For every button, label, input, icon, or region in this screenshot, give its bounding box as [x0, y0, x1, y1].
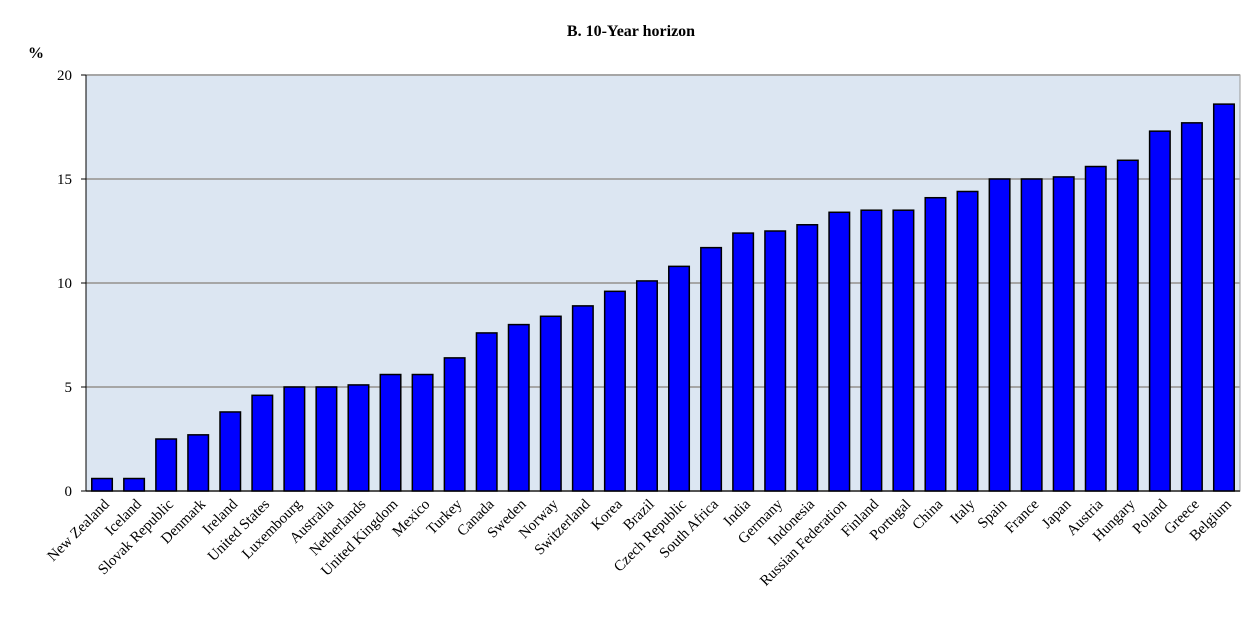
y-tick-label: 15 [57, 172, 72, 188]
bar [1212, 103, 1235, 492]
bar [507, 323, 530, 492]
bar [411, 373, 434, 492]
y-tick-label: 0 [65, 484, 73, 500]
bar [571, 305, 594, 492]
bar [315, 386, 338, 492]
bar [956, 190, 979, 492]
bar [1052, 176, 1075, 492]
bar [347, 384, 370, 492]
bar [1180, 122, 1203, 492]
bar [219, 411, 242, 492]
x-tick-label: China [910, 496, 947, 533]
bar [988, 178, 1011, 492]
bar [155, 438, 178, 492]
x-tick-label: Italy [948, 496, 979, 527]
bar [732, 232, 755, 492]
bar [603, 290, 626, 492]
bar [668, 265, 691, 492]
bar [1116, 159, 1139, 492]
bar [764, 230, 787, 492]
y-tick-label: 20 [57, 68, 72, 84]
bar [443, 357, 466, 492]
y-tick-label: 5 [65, 380, 73, 396]
x-tick-label: Korea [589, 496, 626, 533]
bar [860, 209, 883, 492]
bar [796, 224, 819, 492]
x-tick-label: New Zealand [45, 496, 114, 565]
bar [91, 477, 114, 492]
bar [539, 315, 562, 492]
bar [1084, 165, 1107, 492]
bar [1020, 178, 1043, 492]
y-axis-label: % [28, 45, 44, 62]
bar [635, 280, 658, 492]
bar [283, 386, 306, 492]
bar [123, 477, 146, 492]
bar [379, 373, 402, 492]
bar [828, 211, 851, 492]
bar [187, 434, 210, 492]
bar [700, 246, 723, 492]
y-tick-label: 10 [57, 276, 72, 292]
x-tick-label: France [1002, 496, 1042, 536]
bar [892, 209, 915, 492]
bar [1148, 130, 1171, 492]
bar [475, 332, 498, 492]
bar [924, 196, 947, 492]
chart-title: B. 10-Year horizon [567, 23, 695, 40]
bar [251, 394, 274, 492]
